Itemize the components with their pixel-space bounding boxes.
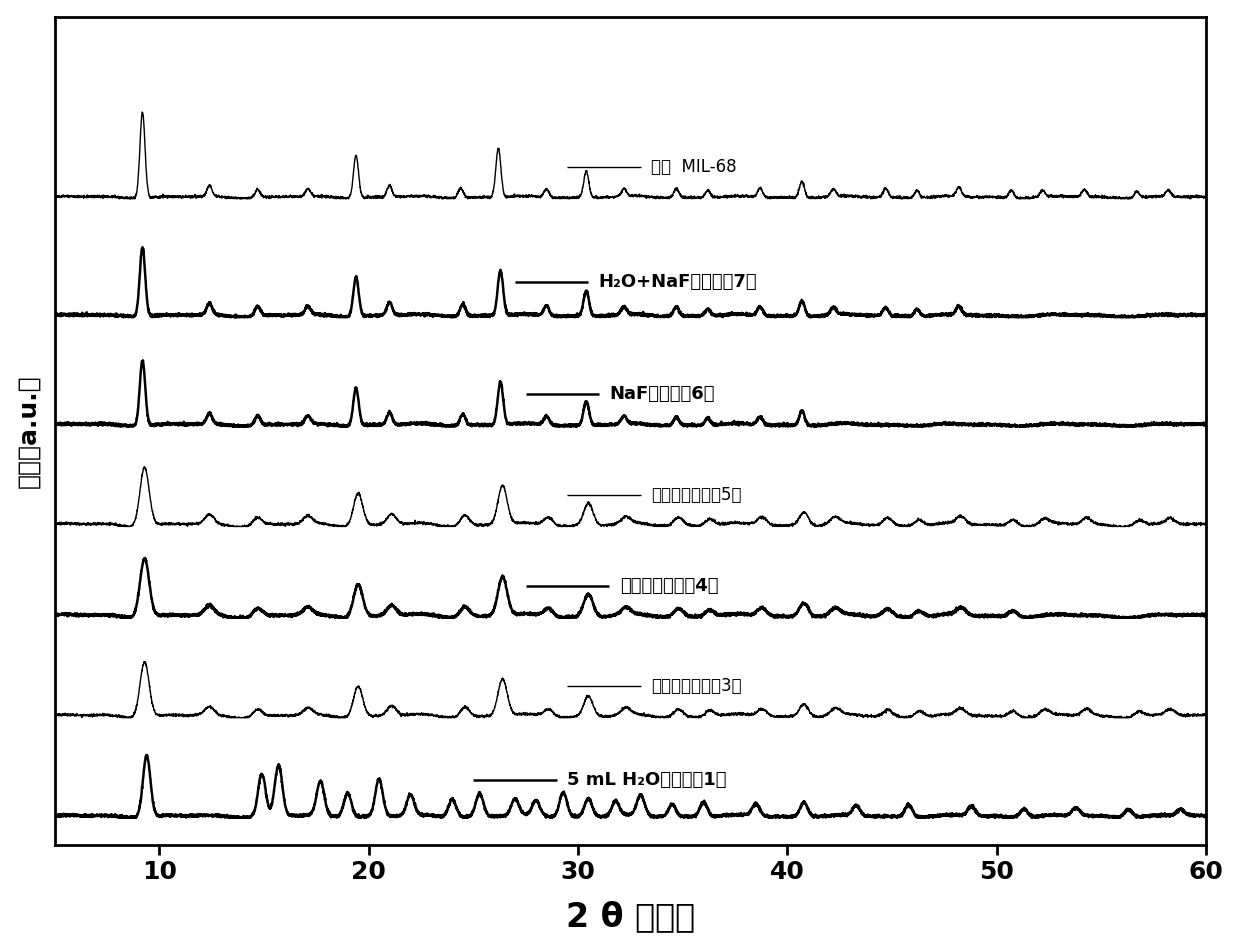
Text: 丙酸钔（实施佗5）: 丙酸钔（实施佗5）	[651, 485, 742, 504]
Text: H₂O+NaF（实施佗7）: H₂O+NaF（实施佗7）	[599, 274, 758, 292]
Y-axis label: 强度（a.u.）: 强度（a.u.）	[16, 374, 41, 487]
Text: 乙酸钔（实施佗4）: 乙酸钔（实施佗4）	[620, 577, 718, 595]
Text: 甲酸钔（实施佗3）: 甲酸钔（实施佗3）	[651, 676, 742, 694]
Text: 5 mL H₂O（实施佗1）: 5 mL H₂O（实施佗1）	[568, 770, 727, 788]
Text: 标准  MIL-68: 标准 MIL-68	[651, 158, 737, 176]
X-axis label: 2 θ （度）: 2 θ （度）	[565, 901, 694, 933]
Text: NaF（实施佗6）: NaF（实施佗6）	[609, 386, 714, 404]
